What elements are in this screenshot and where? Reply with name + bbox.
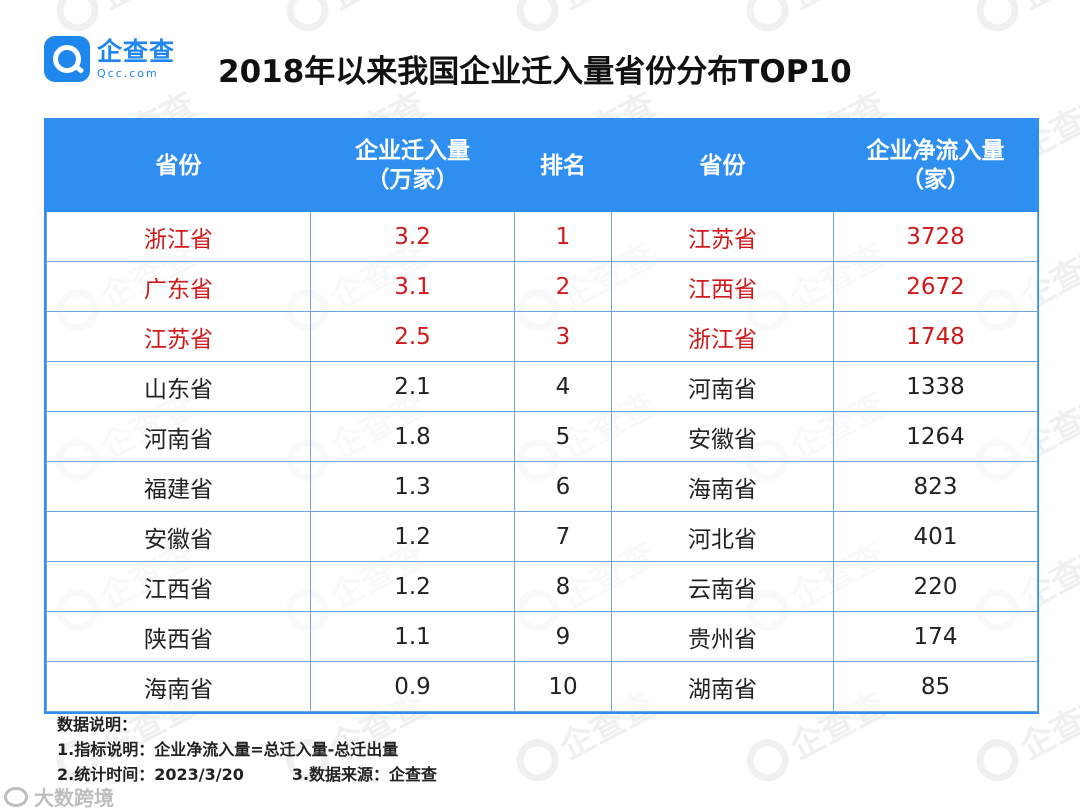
table-row: 江苏省 2.5 3 浙江省 1748 <box>46 311 1038 362</box>
cell-province-net: 河北省 <box>611 511 834 562</box>
brand-domain: Qcc.com <box>97 67 159 80</box>
cell-province-net: 浙江省 <box>611 311 834 362</box>
cell-inflow: 0.9 <box>310 661 515 712</box>
cell-rank: 3 <box>514 311 612 362</box>
table-row: 浙江省 3.2 1 江苏省 3728 <box>46 211 1038 262</box>
cell-rank: 1 <box>514 211 612 262</box>
cell-province-inflow: 广东省 <box>46 261 311 312</box>
cell-net-inflow: 220 <box>833 561 1038 612</box>
cell-province-inflow: 山东省 <box>46 361 311 412</box>
cell-net-inflow: 3728 <box>833 211 1038 262</box>
cell-province-inflow: 江苏省 <box>46 311 311 362</box>
table-row: 广东省 3.1 2 江西省 2672 <box>46 261 1038 312</box>
table-row: 海南省 0.9 10 湖南省 85 <box>46 661 1038 712</box>
cell-province-net: 云南省 <box>611 561 834 612</box>
cell-net-inflow: 823 <box>833 461 1038 512</box>
cell-inflow: 1.2 <box>310 561 515 612</box>
cell-rank: 10 <box>514 661 612 712</box>
table-row: 江西省 1.2 8 云南省 220 <box>46 561 1038 612</box>
brand-name: 企查查 <box>97 37 176 66</box>
cell-rank: 2 <box>514 261 612 312</box>
page-title: 2018年以来我国企业迁入量省份分布TOP10 <box>218 54 852 90</box>
credit-text: 大数跨境 <box>34 786 114 810</box>
table-row: 陕西省 1.1 9 贵州省 174 <box>46 611 1038 662</box>
cell-province-inflow: 海南省 <box>46 661 311 712</box>
cell-province-inflow: 江西省 <box>46 561 311 612</box>
table-header-cell: 省份 <box>46 120 311 212</box>
cell-inflow: 3.2 <box>310 211 515 262</box>
cell-province-inflow: 陕西省 <box>46 611 311 662</box>
cell-net-inflow: 1264 <box>833 411 1038 462</box>
cell-rank: 7 <box>514 511 612 562</box>
cell-net-inflow: 85 <box>833 661 1038 712</box>
qcc-logo-icon <box>44 36 90 82</box>
cell-rank: 9 <box>514 611 612 662</box>
table-header-row: 省份 企业迁入量 （万家） 排名 省份 企业净流入量 （家） <box>46 120 1038 212</box>
cell-rank: 6 <box>514 461 612 512</box>
cell-province-net: 河南省 <box>611 361 834 412</box>
notes-source: 3.数据来源：企查查 <box>291 765 438 784</box>
cell-province-inflow: 河南省 <box>46 411 311 462</box>
cell-province-net: 贵州省 <box>611 611 834 662</box>
cell-net-inflow: 1338 <box>833 361 1038 412</box>
credit-logo-icon <box>4 786 28 807</box>
brand-logo: 企查查 Qcc.com <box>44 36 175 82</box>
table-header-cell: 企业迁入量 （万家） <box>310 120 515 212</box>
cell-province-net: 江西省 <box>611 261 834 312</box>
cell-inflow: 1.8 <box>310 411 515 462</box>
cell-inflow: 1.3 <box>310 461 515 512</box>
table-header-cell: 企业净流入量 （家） <box>833 120 1038 212</box>
table-row: 安徽省 1.2 7 河北省 401 <box>46 511 1038 562</box>
cell-inflow: 2.1 <box>310 361 515 412</box>
cell-net-inflow: 2672 <box>833 261 1038 312</box>
cell-province-net: 海南省 <box>611 461 834 512</box>
table-header-cell: 排名 <box>514 120 612 212</box>
cell-net-inflow: 1748 <box>833 311 1038 362</box>
table-row: 山东省 2.1 4 河南省 1338 <box>46 361 1038 412</box>
cell-inflow: 2.5 <box>310 311 515 362</box>
table-body: 浙江省 3.2 1 江苏省 3728 广东省 3.1 2 江西省 2672 江苏省 2.5 3 浙江省 17… <box>46 211 1038 712</box>
cell-province-inflow: 浙江省 <box>46 211 311 262</box>
ranking-table: 省份 企业迁入量 （万家） 排名 省份 企业净流入量 （家） 浙江省 3.2 1 江苏省 3728 广… <box>46 120 1038 712</box>
cell-net-inflow: 401 <box>833 511 1038 562</box>
table-row: 福建省 1.3 6 海南省 823 <box>46 461 1038 512</box>
cell-rank: 4 <box>514 361 612 412</box>
cell-net-inflow: 174 <box>833 611 1038 662</box>
cell-inflow: 1.2 <box>310 511 515 562</box>
cell-province-net: 安徽省 <box>611 411 834 462</box>
cell-rank: 8 <box>514 561 612 612</box>
cell-province-net: 湖南省 <box>611 661 834 712</box>
ranking-table-container: 省份 企业迁入量 （万家） 排名 省份 企业净流入量 （家） 浙江省 3.2 1 江苏省 3728 广… <box>44 118 1039 714</box>
cell-province-inflow: 福建省 <box>46 461 311 512</box>
cell-rank: 5 <box>514 411 612 462</box>
data-notes: 数据说明： 1.指标说明：企业净流入量=总迁入量-总迁出量 2.统计时间：202… <box>57 712 437 787</box>
cell-province-inflow: 安徽省 <box>46 511 311 562</box>
notes-stat-time: 2.统计时间：2023/3/20 <box>57 765 244 784</box>
cell-inflow: 1.1 <box>310 611 515 662</box>
credit: 大数跨境 <box>4 782 114 811</box>
notes-heading: 数据说明： <box>57 715 138 734</box>
cell-inflow: 3.1 <box>310 261 515 312</box>
table-header-cell: 省份 <box>611 120 834 212</box>
notes-indicator: 1.指标说明：企业净流入量=总迁入量-总迁出量 <box>57 740 399 759</box>
table-row: 河南省 1.8 5 安徽省 1264 <box>46 411 1038 462</box>
header: 企查查 Qcc.com 2018年以来我国企业迁入量省份分布TOP10 <box>0 0 1080 110</box>
cell-province-net: 江苏省 <box>611 211 834 262</box>
